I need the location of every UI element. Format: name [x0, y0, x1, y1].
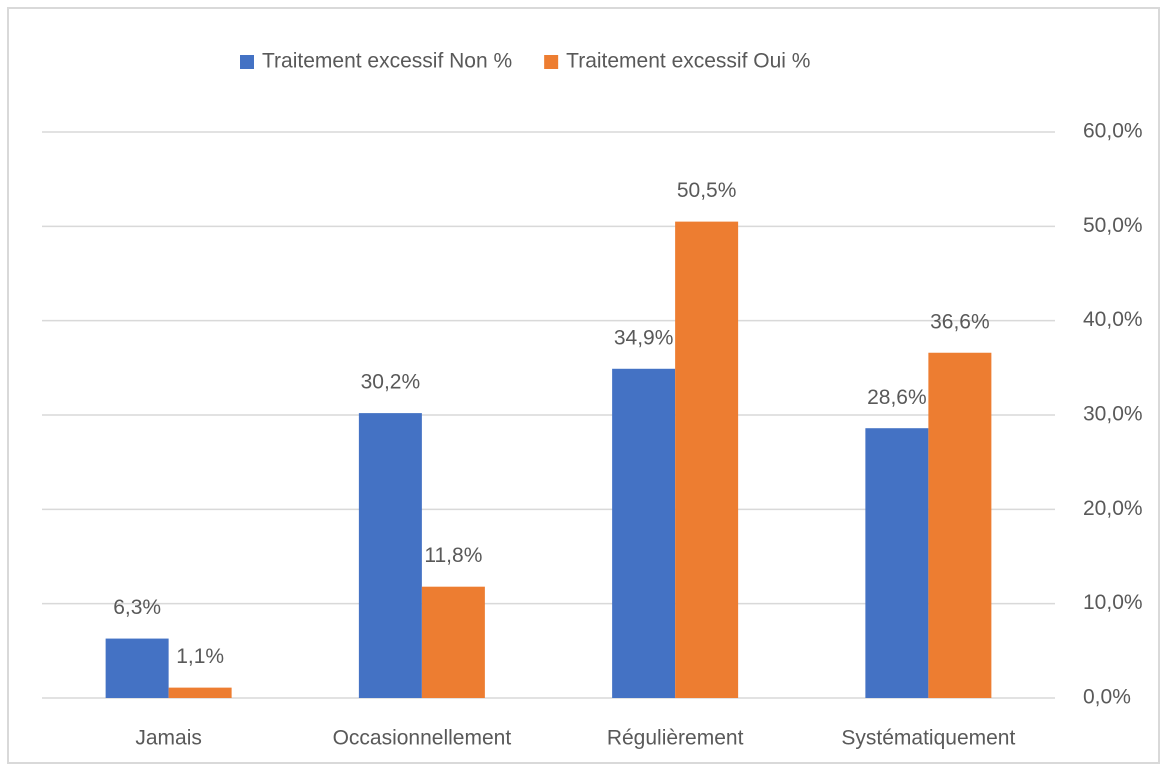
- legend-swatch: [544, 55, 559, 69]
- y-tick-label: 30,0%: [1083, 403, 1143, 426]
- legend-swatch: [240, 55, 254, 69]
- bar: [358, 413, 422, 698]
- data-label: 11,8%: [424, 544, 482, 567]
- data-label: 6,3%: [113, 596, 161, 619]
- y-tick-label: 60,0%: [1083, 120, 1143, 143]
- bar: [168, 687, 232, 698]
- bar: [928, 352, 992, 698]
- y-tick-label: 20,0%: [1083, 497, 1143, 520]
- bar: [865, 428, 929, 698]
- bar: [105, 638, 169, 698]
- y-tick-label: 40,0%: [1083, 308, 1143, 331]
- data-label: 1,1%: [176, 645, 224, 668]
- y-tick-label: 10,0%: [1083, 591, 1143, 614]
- y-tick-label: 0,0%: [1083, 686, 1131, 709]
- bar: [421, 586, 485, 698]
- bar: [675, 221, 739, 698]
- bar: [612, 368, 676, 698]
- data-label: 34,9%: [614, 326, 674, 349]
- x-tick-label: Régulièrement: [607, 727, 744, 750]
- x-tick-label: Jamais: [135, 727, 202, 750]
- y-tick-label: 50,0%: [1083, 214, 1143, 237]
- data-label: 36,6%: [930, 310, 990, 333]
- x-tick-label: Occasionnellement: [333, 727, 512, 750]
- legend-label: Traitement excessif Non %: [262, 50, 512, 73]
- legend-label: Traitement excessif Oui %: [566, 50, 810, 73]
- data-label: 28,6%: [867, 386, 927, 409]
- x-tick-label: Systématiquement: [841, 727, 1015, 750]
- data-label: 50,5%: [677, 179, 737, 202]
- data-label: 30,2%: [361, 371, 421, 394]
